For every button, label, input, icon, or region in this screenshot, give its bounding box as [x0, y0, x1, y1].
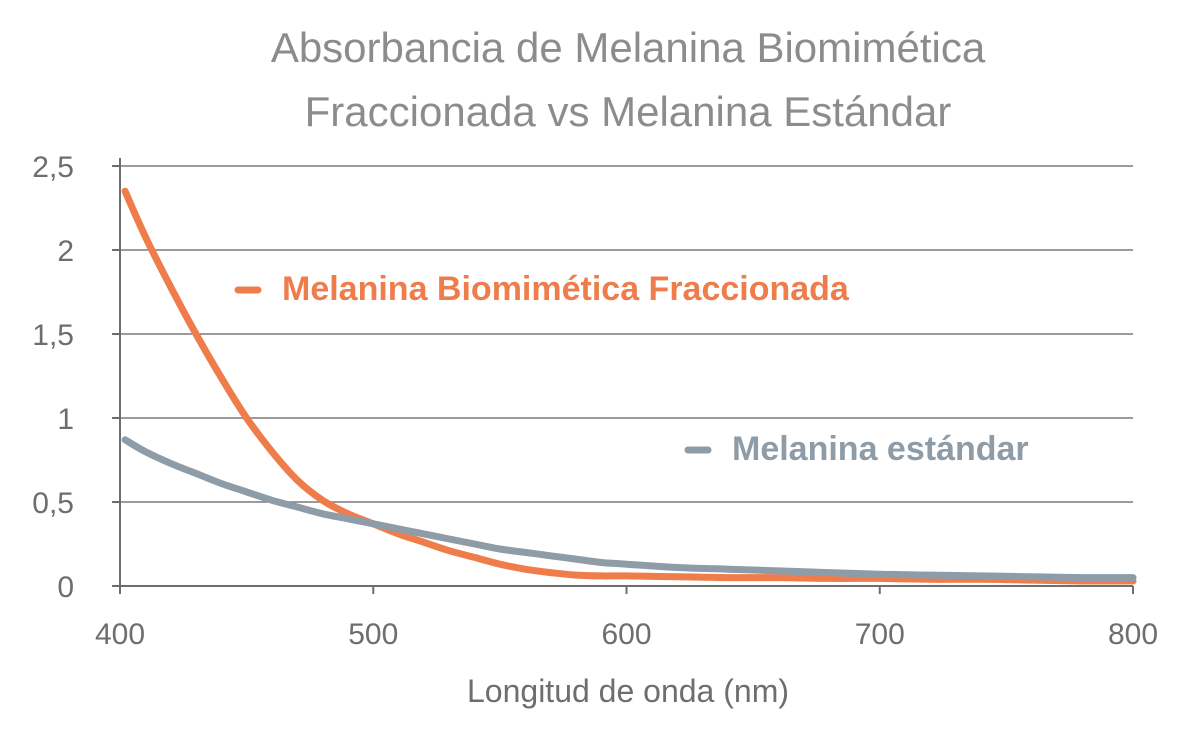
- series-line-0: [121, 187, 1137, 585]
- x-tick-label-0: 400: [95, 618, 145, 651]
- legend-label-0: Melanina Biomimética Fraccionada: [282, 270, 850, 308]
- x-tick-label-4: 800: [1108, 618, 1158, 651]
- y-tick-label-0: 0: [57, 571, 74, 604]
- x-tick-label-2: 600: [601, 618, 651, 651]
- x-tick-label-1: 500: [348, 618, 398, 651]
- y-tick-label-4: 2: [57, 235, 74, 268]
- series-lines: [121, 187, 1137, 585]
- axes: [112, 158, 1134, 594]
- y-tick-label-2: 1: [57, 403, 74, 436]
- series-line-1: [121, 436, 1137, 582]
- y-tick-label-1: 0,5: [32, 487, 74, 520]
- legend-label-1: Melanina estándar: [732, 430, 1029, 468]
- tick-labels: 0 0,5 1 1,5 2 2,5 400 500 600 700 800: [32, 151, 1158, 651]
- x-axis-title: Longitud de onda (nm): [467, 673, 789, 709]
- gridlines: [120, 165, 1133, 503]
- chart-title-line-1: Absorbancia de Melanina Biomimética: [271, 24, 986, 71]
- y-tick-label-3: 1,5: [32, 319, 74, 352]
- legend: Melanina Biomimética Fraccionada Melanina…: [234, 270, 1029, 468]
- x-tick-label-3: 700: [855, 618, 905, 651]
- chart-title-line-2: Fraccionada vs Melanina Estándar: [305, 88, 952, 135]
- y-tick-label-5: 2,5: [32, 151, 74, 184]
